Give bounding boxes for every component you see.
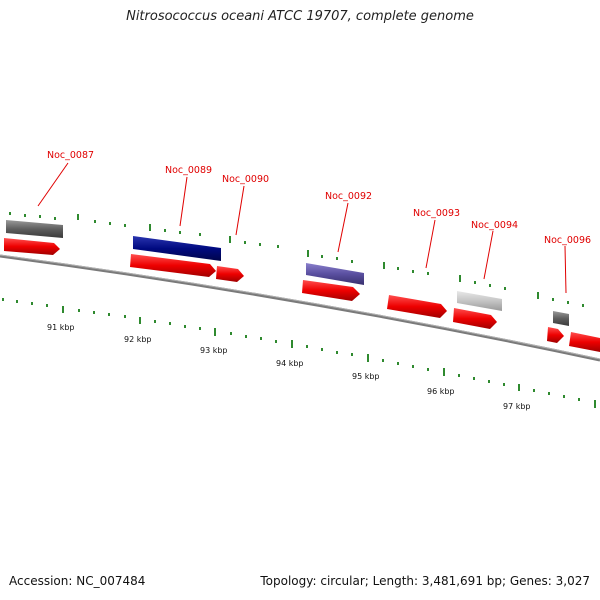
gene-label[interactable]: Noc_0094 <box>471 220 518 231</box>
scale-labels: 91 kbp 92 kbp 93 kbp 94 kbp 95 kbp 96 kb… <box>47 323 531 411</box>
cds-arrow[interactable] <box>387 295 447 318</box>
scale-label: 97 kbp <box>503 402 531 411</box>
cds-arrow[interactable] <box>4 238 60 255</box>
gene-label[interactable]: Noc_0090 <box>222 174 269 185</box>
gene-labels: Noc_0087 Noc_0089 Noc_0090 Noc_0092 Noc_… <box>47 150 591 246</box>
scale-label: 96 kbp <box>427 387 455 396</box>
genome-backbone <box>0 254 600 362</box>
feature-navy[interactable] <box>133 236 221 261</box>
cds-track <box>4 238 600 352</box>
genome-backbone-highlight <box>0 254 600 360</box>
feature-slate[interactable] <box>306 263 364 285</box>
cds-arrow[interactable] <box>216 266 244 282</box>
map-title: Nitrosococcus oceani ATCC 19707, complet… <box>126 9 474 24</box>
inner-tick-row <box>2 298 596 408</box>
scale-label: 91 kbp <box>47 323 75 332</box>
gene-leader-lines <box>37 162 567 294</box>
scale-label: 94 kbp <box>276 359 304 368</box>
gene-label[interactable]: Noc_0096 <box>544 235 591 246</box>
accession-text: Accession: NC_007484 <box>9 574 146 588</box>
feature-dark-gray[interactable] <box>6 220 63 238</box>
outer-tick-row <box>9 212 584 307</box>
gene-label[interactable]: Noc_0087 <box>47 150 94 161</box>
genome-summary-text: Topology: circular; Length: 3,481,691 bp… <box>260 574 590 588</box>
feature-dark-gray-small[interactable] <box>553 311 569 326</box>
scale-label: 93 kbp <box>200 346 228 355</box>
cds-arrow[interactable] <box>569 332 600 352</box>
feature-track <box>6 220 569 326</box>
scale-label: 92 kbp <box>124 335 152 344</box>
feature-light-gray[interactable] <box>457 291 502 311</box>
scale-label: 95 kbp <box>352 372 380 381</box>
gene-label[interactable]: Noc_0089 <box>165 165 212 176</box>
gene-label[interactable]: Noc_0092 <box>325 191 372 202</box>
cds-arrow[interactable] <box>547 327 564 343</box>
cds-arrow[interactable] <box>130 254 216 277</box>
gene-label[interactable]: Noc_0093 <box>413 208 460 219</box>
cds-arrow[interactable] <box>453 308 497 329</box>
cds-arrow[interactable] <box>302 280 360 301</box>
